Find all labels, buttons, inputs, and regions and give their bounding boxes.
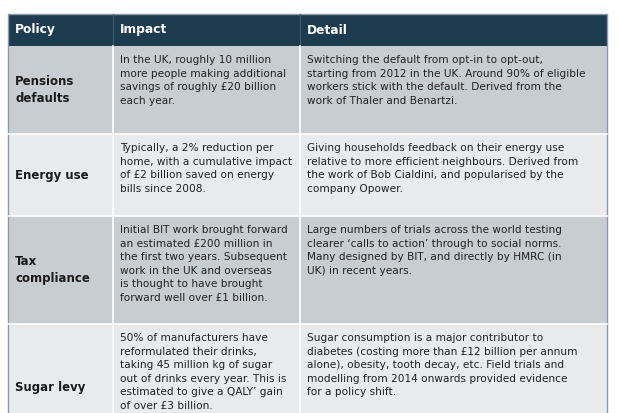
Text: Tax
compliance: Tax compliance <box>15 255 90 285</box>
Bar <box>8 324 607 413</box>
Text: Giving households feedback on their energy use
relative to more efficient neighb: Giving households feedback on their ener… <box>307 143 578 194</box>
Text: Policy: Policy <box>15 24 56 36</box>
Bar <box>8 134 607 216</box>
Text: Detail: Detail <box>307 24 348 36</box>
Text: Switching the default from opt-in to opt-out,
starting from 2012 in the UK. Arou: Switching the default from opt-in to opt… <box>307 55 585 106</box>
Text: Large numbers of trials across the world testing
clearer ‘calls to action’ throu: Large numbers of trials across the world… <box>307 225 562 276</box>
Text: Initial BIT work brought forward
an estimated £200 million in
the first two year: Initial BIT work brought forward an esti… <box>120 225 288 303</box>
Bar <box>8 46 607 134</box>
Text: Impact: Impact <box>120 24 167 36</box>
Text: In the UK, roughly 10 million
more people making additional
savings of roughly £: In the UK, roughly 10 million more peopl… <box>120 55 286 106</box>
Text: Pensions
defaults: Pensions defaults <box>15 75 74 105</box>
Text: Sugar levy: Sugar levy <box>15 382 86 394</box>
Text: Energy use: Energy use <box>15 169 89 181</box>
Bar <box>8 216 607 324</box>
Text: Typically, a 2% reduction per
home, with a cumulative impact
of £2 billion saved: Typically, a 2% reduction per home, with… <box>120 143 292 194</box>
Bar <box>8 14 607 46</box>
Text: 50% of manufacturers have
reformulated their drinks,
taking 45 million kg of sug: 50% of manufacturers have reformulated t… <box>120 333 286 411</box>
Text: Sugar consumption is a major contributor to
diabetes (costing more than £12 bill: Sugar consumption is a major contributor… <box>307 333 577 397</box>
